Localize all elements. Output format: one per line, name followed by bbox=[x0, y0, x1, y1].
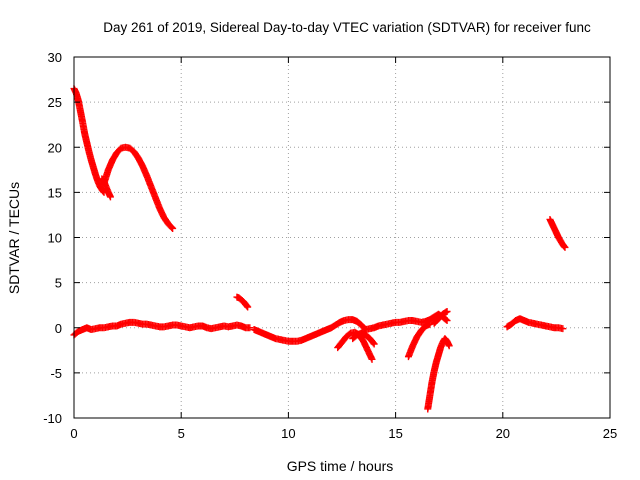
series-branch-17 bbox=[430, 308, 451, 327]
data-point bbox=[442, 316, 450, 324]
series-near-zero-b bbox=[250, 316, 370, 345]
y-axis-title: SDTVAR / TECUs bbox=[6, 182, 22, 294]
data-point bbox=[370, 340, 378, 348]
y-tick-label: 10 bbox=[48, 231, 62, 246]
data-point bbox=[169, 224, 177, 232]
y-tick-label: 20 bbox=[48, 140, 62, 155]
data-point bbox=[168, 224, 176, 232]
series-layer bbox=[70, 85, 569, 413]
series-early-decline bbox=[70, 85, 108, 196]
data-point bbox=[561, 243, 569, 251]
x-axis-title: GPS time / hours bbox=[287, 458, 394, 474]
data-point bbox=[443, 317, 451, 325]
data-point bbox=[559, 325, 567, 333]
x-tick-label: 10 bbox=[281, 426, 295, 441]
series-late-decline bbox=[546, 215, 569, 251]
tick-labels: 0 5 10 15 20 25 -10 -5 0 5 10 15 20 25 30 bbox=[43, 50, 617, 441]
data-point bbox=[368, 355, 376, 363]
y-tick-label: 5 bbox=[55, 276, 62, 291]
series-near-zero-a bbox=[70, 318, 254, 339]
data-point bbox=[445, 342, 453, 350]
series-deep-drop bbox=[424, 335, 453, 413]
y-tick-label: -5 bbox=[50, 366, 62, 381]
series-small-7.8 bbox=[233, 293, 252, 311]
data-point bbox=[443, 308, 451, 316]
data-point bbox=[246, 324, 254, 332]
data-point bbox=[426, 320, 434, 328]
data-point bbox=[560, 243, 568, 251]
x-tick-label: 5 bbox=[178, 426, 185, 441]
y-tick-label: 30 bbox=[48, 50, 62, 65]
data-point bbox=[369, 339, 377, 347]
axes bbox=[73, 56, 611, 419]
y-tick-label: -10 bbox=[43, 411, 62, 426]
series-arc bbox=[100, 143, 177, 232]
y-tick-label: 15 bbox=[48, 185, 62, 200]
y-tick-label: 0 bbox=[55, 321, 62, 336]
x-tick-label: 0 bbox=[70, 426, 77, 441]
x-tick-label: 20 bbox=[496, 426, 510, 441]
x-tick-label: 15 bbox=[388, 426, 402, 441]
x-tick-label: 25 bbox=[603, 426, 617, 441]
data-point bbox=[243, 302, 251, 310]
y-tick-label: 25 bbox=[48, 95, 62, 110]
series-late-near-zero bbox=[503, 315, 567, 333]
data-point bbox=[244, 303, 252, 311]
data-point bbox=[106, 193, 114, 201]
series-branch-15 bbox=[404, 320, 434, 361]
series-dip-13b bbox=[349, 329, 378, 348]
grid bbox=[74, 57, 610, 418]
chart-title: Day 261 of 2019, Sidereal Day-to-day VTE… bbox=[103, 20, 591, 35]
